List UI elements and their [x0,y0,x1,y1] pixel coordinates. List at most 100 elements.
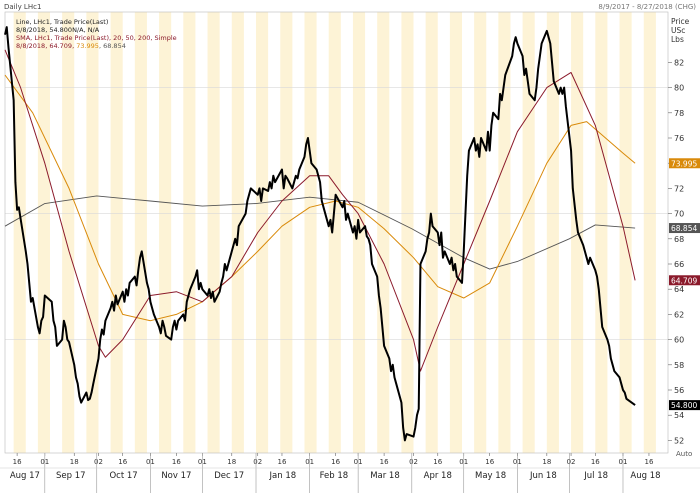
y-tick-label: 66 [674,260,684,269]
legend-separator: , [98,42,104,50]
grid-lines [4,11,669,454]
week-band [256,12,269,453]
x-tick-label: 16 [331,458,340,466]
x-tick-label: 18 [227,458,236,466]
week-band [474,12,487,453]
y-tick-label: 58 [674,361,684,370]
x-tick-label: 02 [567,458,576,466]
end-label-box [669,223,700,234]
week-band [449,12,463,453]
axis-unit-weight: Lbs [671,35,684,44]
month-label: Feb 18 [320,471,349,481]
end-label-price: 54.800 [669,400,700,411]
week-band [159,12,172,453]
week-band [643,12,656,453]
x-tick-label: 16 [433,458,442,466]
y-tick-label: 64 [674,285,684,294]
date-range: 8/9/2017 - 8/27/2018 (CHG) [598,3,696,11]
month-label: Mar 18 [370,471,400,481]
month-label: Dec 17 [214,471,244,481]
x-tick-label: 16 [278,458,287,466]
week-band [110,12,123,453]
y-tick-label: 80 [674,84,684,93]
series-line-price [4,26,636,442]
legend: Line, LHc1, Trade Price(Last) 8/8/2018, … [16,18,177,50]
x-tick-label: 16 [172,458,181,466]
month-label: Jan 18 [269,471,297,481]
y-tick-label: 62 [674,310,684,319]
y-tick-label: 72 [674,184,684,193]
x-tick-label: 16 [380,458,389,466]
end-label-text: 64.709 [671,276,697,285]
y-tick-label: 54 [674,411,684,420]
month-label: Apr 18 [424,471,452,481]
week-band [86,12,99,453]
legend-sma20-value: 8/8/2018, 64.709, [16,42,77,50]
legend-sma50-value: 73.995 [76,42,99,50]
y-axis: 52545658606264666870727476788082 [668,58,684,445]
month-label: May 18 [475,471,506,481]
y-tick-label: 78 [674,109,684,118]
week-band [62,12,75,453]
month-label: Jun 18 [529,471,557,481]
x-tick-label: 16 [485,458,494,466]
x-axis: 16 01 18 02 16 01 16 01 18 02 16 01 16 01 16 02 16 01 16 01… [0,453,700,493]
x-tick-label: 16 [118,458,127,466]
week-band [37,12,51,453]
auto-scale-button[interactable]: Auto [676,450,693,458]
y-tick-label: 76 [674,134,684,143]
month-label: Jul 18 [583,471,608,481]
axis-unit-label: Price USc Lbs [671,17,689,44]
axis-unit-currency: USc [671,26,686,35]
chart-title: Daily LHc1 [4,3,42,11]
week-band [134,12,147,453]
x-tick-label: 18 [542,458,551,466]
y-tick-label: 52 [674,436,684,445]
week-band [425,12,438,453]
week-band [498,12,511,453]
x-tick-label: 02 [253,458,262,466]
x-tick-label: 18 [70,458,79,466]
month-label: Nov 17 [161,471,191,481]
legend-sma200-value: 68.854 [103,42,126,50]
end-label-box [669,400,700,411]
y-tick-label: 60 [674,336,684,345]
plot-frame [4,11,669,454]
week-band [183,12,196,453]
x-tick-label: 16 [591,458,600,466]
week-band [546,12,559,453]
series-line-sma20 [4,49,636,372]
x-tick-label: 16 [644,458,653,466]
week-band [401,12,414,453]
x-tick-label: 02 [94,458,103,466]
month-label: Oct 17 [109,471,137,481]
y-tick-label: 70 [674,210,684,219]
end-label-text: 54.800 [671,401,697,410]
week-band [522,12,535,453]
end-label-box [669,275,700,286]
end-label-text: 73.995 [671,159,697,168]
series-line-sma200 [4,195,636,270]
end-label-text: 68.854 [671,224,697,233]
week-band [280,12,293,453]
series-lines [4,26,636,442]
end-label-sma50: 73.995 [669,158,700,169]
week-band [13,12,26,453]
month-label: Aug 18 [630,471,660,481]
legend-line-values: 8/8/2018, 54.800N/A, N/A [16,26,100,34]
end-value-labels: 73.995 68.854 64.709 54.800 [669,158,700,411]
y-tick-label: 68 [674,235,684,244]
legend-sma-series: SMA, LHc1, Trade Price(Last), 20, 50, 20… [16,34,177,42]
y-tick-label: 82 [674,58,684,67]
y-tick-label: 56 [674,386,684,395]
legend-line-series: Line, LHc1, Trade Price(Last) [16,18,109,26]
month-label: Sep 17 [56,471,86,481]
end-label-box [669,158,700,169]
week-band [619,12,632,453]
week-band [207,12,220,453]
month-label: Aug 17 [10,471,40,481]
axis-unit-price: Price [671,17,690,26]
x-tick-label: 02 [409,458,418,466]
end-label-sma20: 64.709 [669,275,700,286]
